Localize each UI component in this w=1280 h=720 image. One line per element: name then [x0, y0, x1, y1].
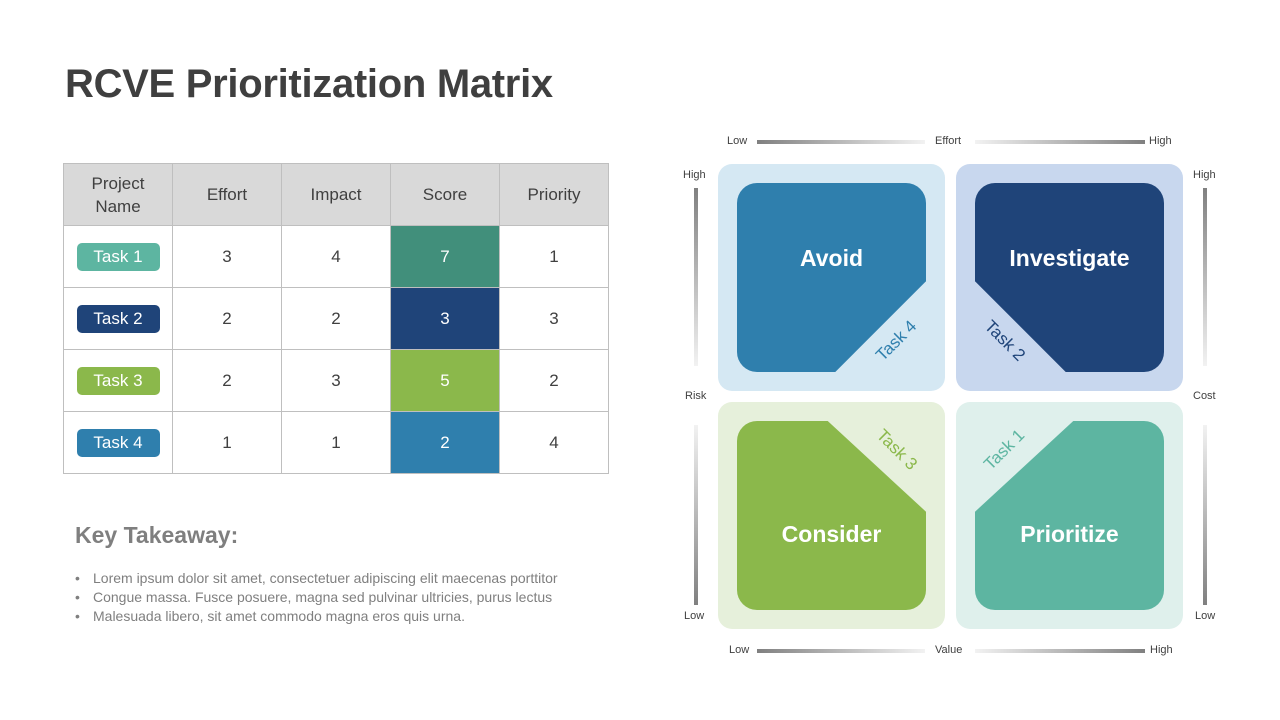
cell-impact: 1 — [281, 411, 391, 474]
key-takeaway-list: Lorem ipsum dolor sit amet, consectetuer… — [75, 569, 558, 626]
project-table: Project Name Effort Impact Score Priority… — [63, 163, 609, 474]
takeaway-bullet: Lorem ipsum dolor sit amet, consectetuer… — [75, 569, 558, 588]
left-axis-low: Low — [684, 610, 705, 622]
cell-priority: 1 — [499, 225, 609, 288]
top-axis-high: High — [1149, 135, 1172, 147]
task-pill: Task 4 — [76, 428, 160, 457]
cell-effort: 1 — [172, 411, 282, 474]
left-axis-line-bottom — [694, 425, 698, 605]
top-axis-line-right — [975, 140, 1145, 144]
header-priority: Priority — [499, 163, 609, 226]
page-title: RCVE Prioritization Matrix — [65, 62, 553, 106]
right-axis-high: High — [1193, 169, 1216, 181]
label-avoid: Avoid — [799, 245, 864, 271]
task-pill: Task 2 — [76, 304, 160, 333]
cell-impact: 2 — [281, 287, 391, 350]
right-axis-low: Low — [1195, 610, 1216, 622]
takeaway-bullet: Congue massa. Fusce posuere, magna sed p… — [75, 588, 558, 607]
header-score: Score — [390, 163, 500, 226]
cell-effort: 3 — [172, 225, 282, 288]
bottom-axis-line-left — [757, 649, 925, 653]
task-pill: Task 1 — [76, 242, 160, 271]
cell-priority: 4 — [499, 411, 609, 474]
key-takeaway-title: Key Takeaway: — [75, 522, 239, 548]
right-axis-line-top — [1203, 188, 1207, 366]
cell-name: Task 3 — [63, 349, 173, 412]
top-axis-low: Low — [727, 135, 748, 147]
takeaway-bullet: Malesuada libero, sit amet commodo magna… — [75, 607, 558, 626]
cell-impact: 4 — [281, 225, 391, 288]
right-axis-label: Cost — [1193, 390, 1216, 402]
bottom-axis-label: Value — [935, 644, 963, 656]
cell-score: 5 — [390, 349, 500, 412]
cell-name: Task 1 — [63, 225, 173, 288]
left-axis-label: Risk — [685, 390, 707, 402]
cell-priority: 2 — [499, 349, 609, 412]
top-axis-label: Effort — [935, 135, 962, 147]
right-axis-line-bottom — [1203, 425, 1207, 605]
label-prioritize: Prioritize — [1020, 521, 1119, 547]
task-pill: Task 3 — [76, 366, 160, 395]
left-axis-high: High — [683, 169, 706, 181]
label-investigate: Investigate — [1009, 245, 1130, 271]
table-row: Task 1 3 4 7 1 — [63, 225, 609, 288]
left-axis-line-top — [694, 188, 698, 366]
cell-name: Task 4 — [63, 411, 173, 474]
cell-score: 2 — [390, 411, 500, 474]
header-impact: Impact — [281, 163, 391, 226]
bottom-axis-low: Low — [729, 644, 750, 656]
table-row: Task 3 2 3 5 2 — [63, 349, 609, 412]
cell-score: 3 — [390, 287, 500, 350]
table-row: Task 2 2 2 3 3 — [63, 287, 609, 350]
cell-effort: 2 — [172, 349, 282, 412]
bottom-axis-high: High — [1150, 644, 1173, 656]
cell-priority: 3 — [499, 287, 609, 350]
bottom-axis-line-right — [975, 649, 1145, 653]
cell-score: 7 — [390, 225, 500, 288]
table-row: Task 4 1 1 2 4 — [63, 411, 609, 474]
label-consider: Consider — [781, 521, 882, 547]
header-effort: Effort — [172, 163, 282, 226]
cell-effort: 2 — [172, 287, 282, 350]
cell-impact: 3 — [281, 349, 391, 412]
header-project-name: Project Name — [63, 163, 173, 226]
table-header-row: Project Name Effort Impact Score Priority — [63, 163, 609, 226]
top-axis-line-left — [757, 140, 925, 144]
cell-name: Task 2 — [63, 287, 173, 350]
